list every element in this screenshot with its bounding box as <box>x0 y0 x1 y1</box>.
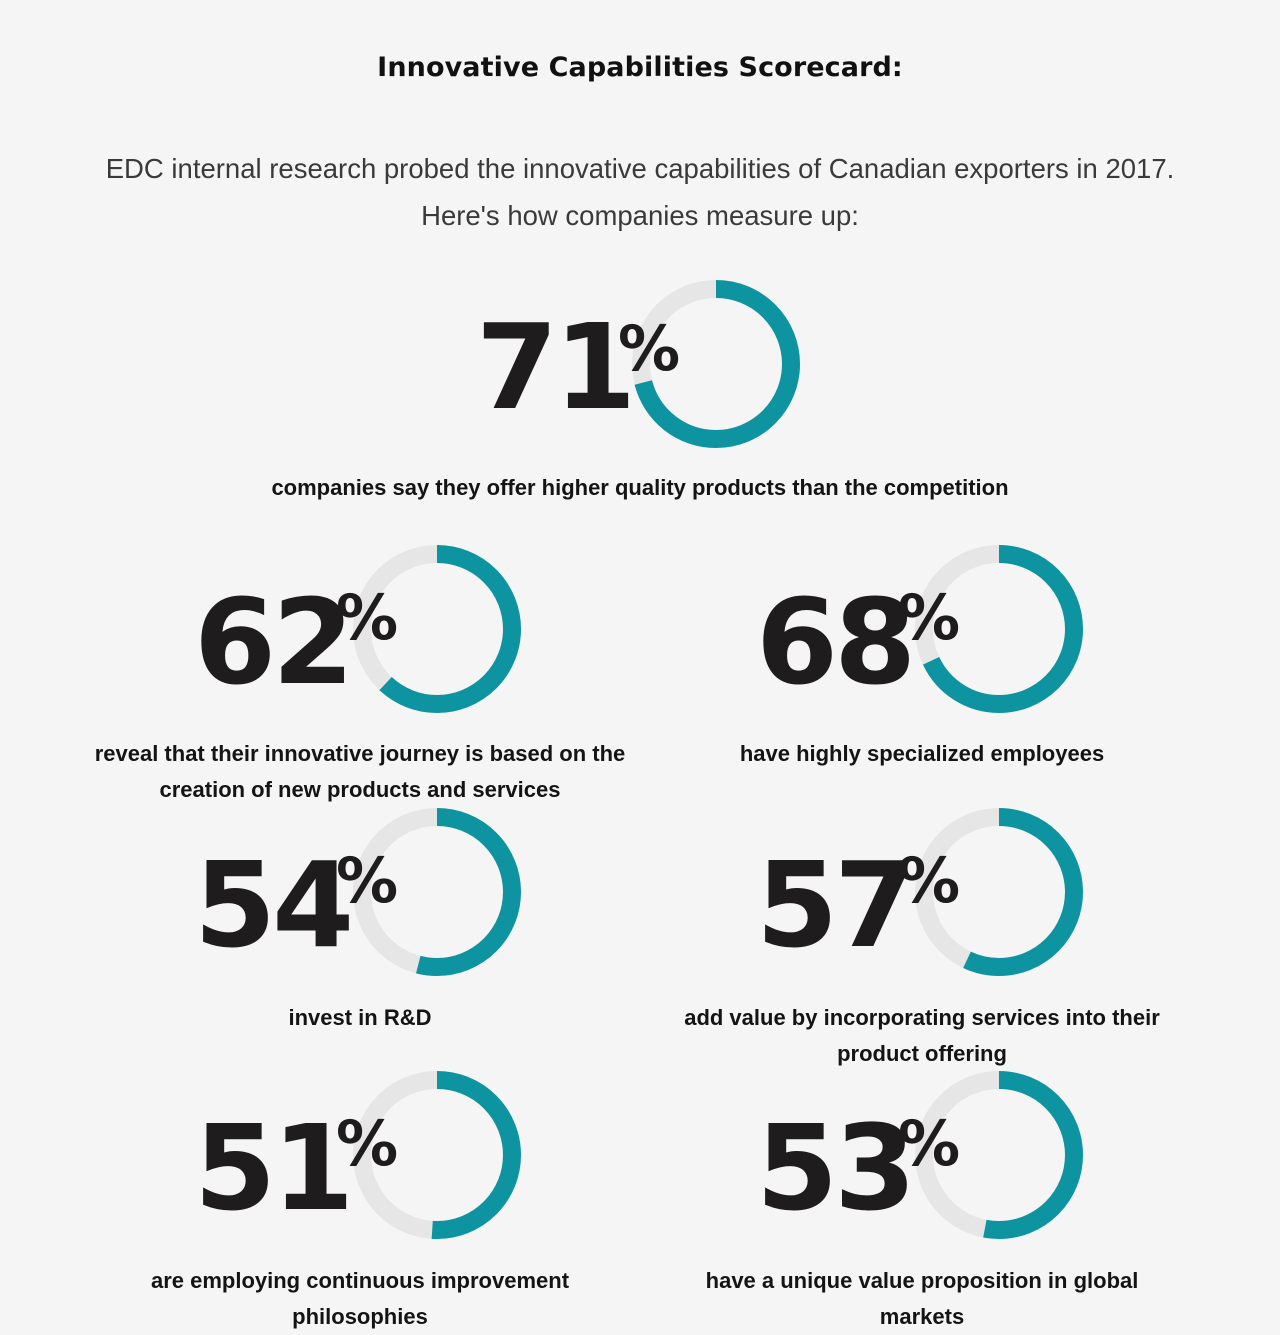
intro-text: EDC internal research probed the innovat… <box>0 145 1280 239</box>
stat-card-quality-products: 71 % <box>370 278 910 478</box>
stat-unit: % <box>336 1107 399 1180</box>
stat-caption: companies say they offer higher quality … <box>271 475 1009 500</box>
stat-card-services-value: 57 % <box>652 806 1192 1006</box>
donut-ring-icon <box>353 808 521 976</box>
stat-unit: % <box>898 844 961 917</box>
stat-unit: % <box>898 1107 961 1180</box>
donut-ring-icon <box>632 280 800 448</box>
intro-line-2: Here's how companies measure up: <box>421 200 859 231</box>
stat-caption: invest in R&D <box>288 1005 432 1030</box>
donut-ring-icon <box>915 1071 1083 1239</box>
stat-caption: reveal that their innovative journey is … <box>94 741 626 802</box>
stat-unit: % <box>618 312 681 385</box>
stat-value: 54 <box>194 836 354 974</box>
stat-value: 62 <box>194 573 354 711</box>
stat-value: 51 <box>194 1099 354 1237</box>
stat-unit: % <box>336 581 399 654</box>
stat-caption: are employing continuous improvement phi… <box>150 1268 570 1329</box>
donut-ring-icon <box>915 808 1083 976</box>
stat-value: 57 <box>756 836 916 974</box>
stat-card-rnd: 54 % <box>90 806 630 1006</box>
donut-ring-icon <box>353 1071 521 1239</box>
stat-unit: % <box>898 581 961 654</box>
donut-ring-icon <box>353 545 521 713</box>
page-title: Innovative Capabilities Scorecard: <box>377 52 903 83</box>
donut-ring-icon <box>915 545 1083 713</box>
stat-unit: % <box>336 844 399 917</box>
stat-caption: add value by incorporating services into… <box>684 1005 1160 1066</box>
stat-card-specialized-employees: 68 % <box>652 543 1192 743</box>
stat-card-continuous-improvement: 51 % <box>90 1069 630 1269</box>
stat-value: 53 <box>756 1099 916 1237</box>
intro-line-1: EDC internal research probed the innovat… <box>105 153 1175 184</box>
stat-value: 68 <box>756 573 916 711</box>
stat-value: 71 <box>476 298 636 436</box>
stat-card-new-products: 62 % <box>90 543 630 743</box>
stat-caption: have a unique value proposition in globa… <box>705 1268 1139 1329</box>
stat-caption: have highly specialized employees <box>739 741 1105 766</box>
stat-card-unique-value: 53 % <box>652 1069 1192 1269</box>
